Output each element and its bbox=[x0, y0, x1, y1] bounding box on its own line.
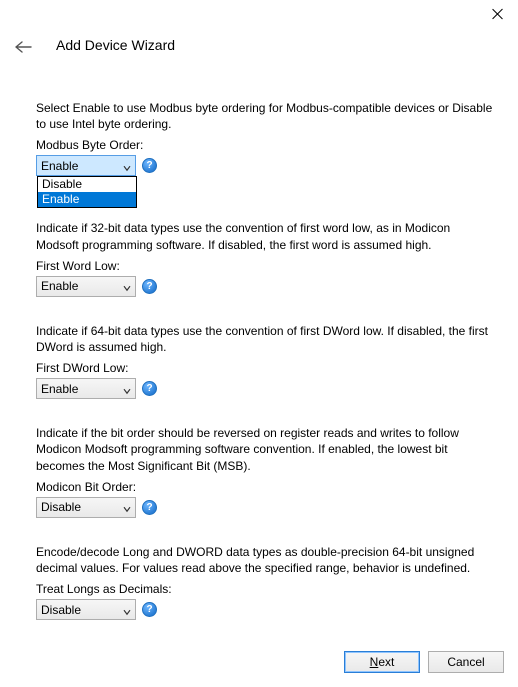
treat-longs-row: Disable ? bbox=[36, 599, 494, 620]
chevron-down-icon bbox=[123, 502, 131, 510]
section-first-word-low: Indicate if 32-bit data types use the co… bbox=[36, 220, 494, 296]
modicon-bit-order-select[interactable]: Disable bbox=[36, 497, 136, 518]
byte-order-option-enable[interactable]: Enable bbox=[38, 192, 136, 207]
cancel-button[interactable]: Cancel bbox=[428, 651, 504, 673]
close-icon[interactable] bbox=[490, 6, 506, 22]
first-word-low-label: First Word Low: bbox=[36, 259, 494, 273]
modicon-bit-order-label: Modicon Bit Order: bbox=[36, 480, 494, 494]
first-dword-low-label: First DWord Low: bbox=[36, 361, 494, 375]
section-first-dword-low: Indicate if 64-bit data types use the co… bbox=[36, 323, 494, 399]
byte-order-option-disable[interactable]: Disable bbox=[38, 177, 136, 192]
byte-order-select[interactable]: Enable Disable Enable bbox=[36, 155, 136, 176]
first-word-low-description: Indicate if 32-bit data types use the co… bbox=[36, 220, 494, 252]
modicon-bit-order-description: Indicate if the bit order should be reve… bbox=[36, 425, 494, 474]
byte-order-label: Modbus Byte Order: bbox=[36, 138, 494, 152]
chevron-down-icon bbox=[123, 281, 131, 289]
help-icon[interactable]: ? bbox=[142, 279, 157, 294]
first-word-low-select-value: Enable bbox=[41, 279, 78, 293]
first-word-low-row: Enable ? bbox=[36, 276, 494, 297]
next-button[interactable]: Next bbox=[344, 651, 420, 673]
chevron-down-icon bbox=[123, 384, 131, 392]
treat-longs-description: Encode/decode Long and DWORD data types … bbox=[36, 544, 494, 576]
chevron-down-icon bbox=[123, 161, 131, 169]
chevron-down-icon bbox=[123, 605, 131, 613]
byte-order-row: Enable Disable Enable ? bbox=[36, 155, 494, 176]
byte-order-dropdown: Disable Enable bbox=[37, 176, 137, 208]
section-treat-longs: Encode/decode Long and DWORD data types … bbox=[36, 544, 494, 620]
wizard-footer: Next Cancel bbox=[344, 651, 504, 673]
section-modicon-bit-order: Indicate if the bit order should be reve… bbox=[36, 425, 494, 518]
back-arrow-icon[interactable] bbox=[14, 40, 32, 54]
wizard-content: Select Enable to use Modbus byte orderin… bbox=[36, 100, 494, 637]
wizard-window: Add Device Wizard Select Enable to use M… bbox=[0, 0, 518, 687]
byte-order-description: Select Enable to use Modbus byte orderin… bbox=[36, 100, 494, 132]
first-dword-low-select-value: Enable bbox=[41, 382, 78, 396]
help-icon[interactable]: ? bbox=[142, 500, 157, 515]
treat-longs-select[interactable]: Disable bbox=[36, 599, 136, 620]
help-icon[interactable]: ? bbox=[142, 381, 157, 396]
first-word-low-select[interactable]: Enable bbox=[36, 276, 136, 297]
first-dword-low-description: Indicate if 64-bit data types use the co… bbox=[36, 323, 494, 355]
wizard-title: Add Device Wizard bbox=[56, 37, 175, 53]
modicon-bit-order-row: Disable ? bbox=[36, 497, 494, 518]
first-dword-low-select[interactable]: Enable bbox=[36, 378, 136, 399]
byte-order-select-value: Enable bbox=[41, 159, 78, 173]
treat-longs-label: Treat Longs as Decimals: bbox=[36, 582, 494, 596]
help-icon[interactable]: ? bbox=[142, 158, 157, 173]
treat-longs-select-value: Disable bbox=[41, 603, 81, 617]
first-dword-low-row: Enable ? bbox=[36, 378, 494, 399]
help-icon[interactable]: ? bbox=[142, 602, 157, 617]
section-byte-order: Select Enable to use Modbus byte orderin… bbox=[36, 100, 494, 176]
modicon-bit-order-select-value: Disable bbox=[41, 500, 81, 514]
